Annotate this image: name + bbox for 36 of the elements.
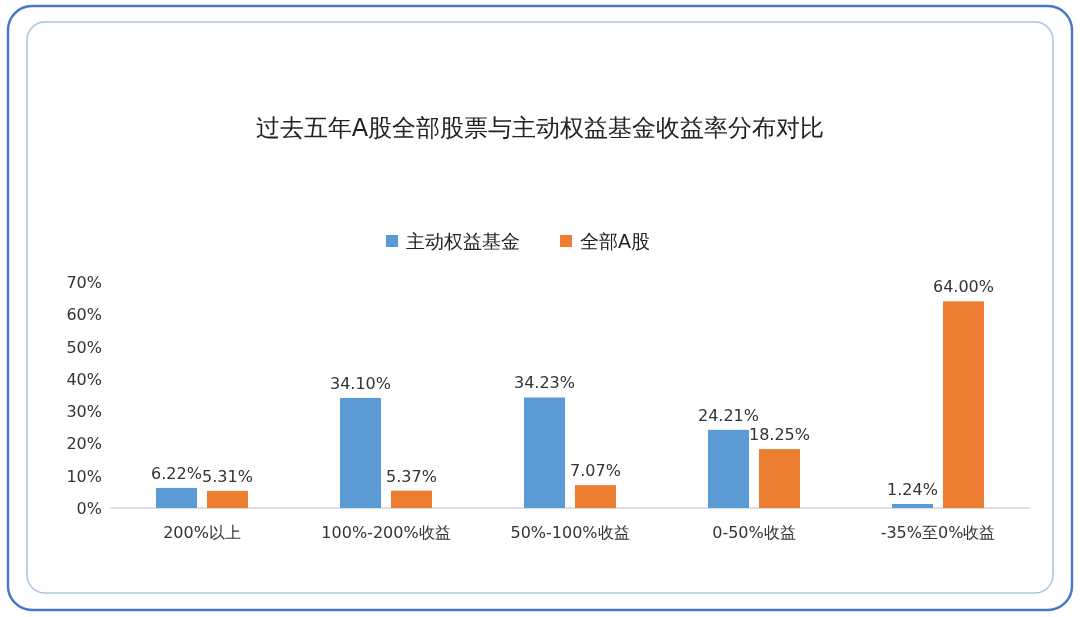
data-label: 18.25% <box>748 425 811 445</box>
legend-label: 主动权益基金 <box>406 230 520 252</box>
x-tick-label: 200%以上 <box>163 523 241 542</box>
data-label: 34.23% <box>513 373 576 393</box>
y-tick-label: 10% <box>66 466 102 486</box>
chart-title: 过去五年A股全部股票与主动权益基金收益率分布对比 <box>255 114 825 142</box>
bar <box>892 504 933 508</box>
bar <box>575 485 616 508</box>
bar <box>156 487 197 508</box>
bar <box>943 301 984 508</box>
x-tick-label: 50%-100%收益 <box>510 523 630 542</box>
bar <box>708 429 749 508</box>
data-label: 64.00% <box>932 277 995 297</box>
x-tick-label: 100%-200%收益 <box>321 523 451 542</box>
y-tick-label: 50% <box>66 337 102 357</box>
x-tick-label: -35%至0%收益 <box>880 523 996 542</box>
data-label: 1.24% <box>887 480 938 499</box>
legend-label: 全部A股 <box>580 230 650 252</box>
bar <box>391 490 432 508</box>
y-tick-label: 30% <box>66 402 102 422</box>
data-label: 34.10% <box>329 373 392 393</box>
data-label: 5.31% <box>202 466 253 486</box>
bar <box>759 449 800 508</box>
data-label: 7.07% <box>570 461 621 481</box>
data-label: 24.21% <box>697 405 760 425</box>
bar <box>207 490 248 508</box>
bar <box>340 397 381 508</box>
y-tick-label: 40% <box>66 369 102 389</box>
y-tick-label: 20% <box>66 434 102 454</box>
data-label: 5.37% <box>386 466 437 486</box>
bar <box>524 397 565 508</box>
y-tick-label: 0% <box>76 499 102 518</box>
data-label: 6.22% <box>151 463 202 483</box>
y-tick-label: 70% <box>66 273 102 292</box>
y-tick-label: 60% <box>66 305 102 325</box>
x-tick-label: 0-50%收益 <box>712 523 796 542</box>
